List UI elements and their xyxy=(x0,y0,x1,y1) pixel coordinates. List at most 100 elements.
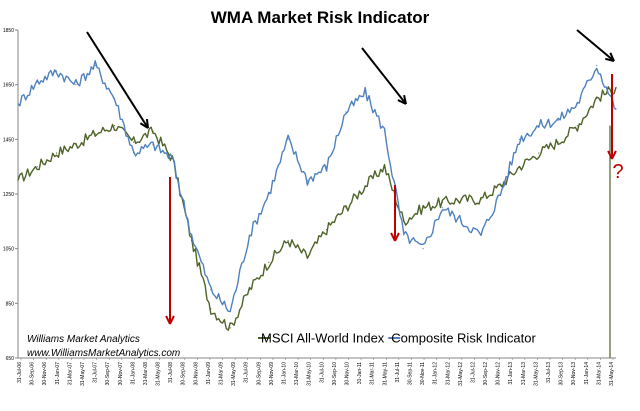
y-tick-label: 1450 xyxy=(3,137,14,143)
data-point xyxy=(480,234,482,236)
x-tick-label: 31-May-13 xyxy=(533,362,539,386)
x-tick-label: 30-Sep-06 xyxy=(30,362,36,386)
data-point xyxy=(441,201,443,203)
x-tick-label: 30-Nov-06 xyxy=(42,362,48,386)
data-point xyxy=(403,234,405,236)
data-point xyxy=(480,198,482,201)
watermark-url: www.WilliamsMarketAnalytics.com xyxy=(27,348,180,359)
question-mark: ? xyxy=(612,161,623,183)
data-point xyxy=(557,119,559,121)
data-point xyxy=(383,130,386,132)
x-tick-label: 31-May-07 xyxy=(80,362,86,386)
data-point xyxy=(422,207,424,209)
x-tick-label: 31-Jul-06 xyxy=(17,362,23,383)
x-tick-label: 30-Sep-12 xyxy=(483,362,489,386)
data-point xyxy=(56,70,58,72)
x-tick-label: 31-Jan-14 xyxy=(584,362,590,385)
x-tick-label: 31-Mar-08 xyxy=(143,362,149,385)
x-tick-label: 30-Nov-07 xyxy=(118,362,124,386)
data-point xyxy=(461,220,463,222)
trend-arrow-2011-head xyxy=(397,94,407,105)
x-tick-label: 30-Nov-10 xyxy=(344,362,350,386)
data-point xyxy=(538,152,540,154)
data-point xyxy=(191,239,193,242)
trend-arrow-2008 xyxy=(86,31,149,129)
data-point xyxy=(17,103,19,105)
data-point xyxy=(364,185,366,187)
x-tick-label: 31-Mar-13 xyxy=(521,362,527,385)
x-tick-label: 31-Jan-08 xyxy=(130,362,136,385)
x-tick-label: 31-Jul-13 xyxy=(546,362,552,383)
data-point xyxy=(152,130,154,132)
x-tick-label: 31-Mar-10 xyxy=(294,362,300,385)
data-point xyxy=(248,234,251,236)
data-point xyxy=(75,144,77,146)
data-point xyxy=(306,179,308,181)
chart-title: WMA Market Risk Indicator xyxy=(211,8,430,27)
data-point xyxy=(422,248,424,250)
data-point xyxy=(268,193,270,195)
x-tick-label: 31-Mar-14 xyxy=(596,362,602,385)
y-tick-label: 1050 xyxy=(3,247,14,253)
x-tick-label: 30-Nov-11 xyxy=(420,362,426,385)
data-point xyxy=(596,64,598,67)
x-tick-label: 31-Mar-07 xyxy=(67,362,73,385)
data-point xyxy=(229,310,231,313)
warning-arrow-2014-head xyxy=(607,150,617,160)
x-tick-label: 30-Sep-13 xyxy=(559,362,565,386)
data-point xyxy=(287,138,289,140)
x-tick-label: 30-Sep-08 xyxy=(181,362,187,386)
data-point xyxy=(345,111,347,113)
data-point xyxy=(576,103,579,105)
x-tick-label: 31-Jan-07 xyxy=(55,362,61,385)
plot-area: 650 850 1050 1250 1450 1650 1850 31-Jul-06 30-Se… xyxy=(3,28,617,386)
x-tick-label: 31-Mar-09 xyxy=(219,362,225,385)
x-tick-label: 31-Jan-11 xyxy=(357,362,363,384)
data-point xyxy=(576,125,579,127)
legend-label-msci: MSCI All-World Index xyxy=(261,331,385,346)
x-tick-label: 30-Sep-11 xyxy=(407,362,413,385)
legend: MSCI All-World Index Composite Risk Indic… xyxy=(258,331,536,346)
x-tick-label: 31-Jan-13 xyxy=(508,362,514,385)
data-point xyxy=(268,261,270,263)
data-point xyxy=(383,166,386,168)
trend-arrow-2008-head xyxy=(139,118,149,129)
data-point xyxy=(518,166,521,168)
data-point xyxy=(461,198,463,201)
data-point xyxy=(248,289,251,291)
data-point xyxy=(615,108,617,110)
warning-arrow-2011-head xyxy=(390,232,400,242)
data-point xyxy=(152,144,154,146)
data-point xyxy=(171,157,173,160)
data-point xyxy=(17,179,19,181)
data-point xyxy=(113,125,116,127)
data-point xyxy=(557,141,559,143)
data-point xyxy=(538,125,540,127)
data-point xyxy=(191,234,193,236)
data-point xyxy=(345,207,347,209)
y-tick-label: 1650 xyxy=(3,83,14,89)
x-tick-label: 30-Nov-13 xyxy=(571,362,577,386)
x-tick-label: 31-Mar-11 xyxy=(370,362,376,385)
x-tick-label: 31-May-14 xyxy=(609,362,615,386)
trend-arrow-2014 xyxy=(576,29,615,62)
y-tick-label: 1250 xyxy=(3,192,14,198)
data-point xyxy=(229,327,231,329)
x-tick-label: 31-Jul-12 xyxy=(470,362,476,383)
x-tick-label: 31-Jul-11 xyxy=(395,362,401,383)
data-point xyxy=(364,92,366,94)
x-tick-label: 30-Sep-07 xyxy=(105,362,111,386)
trend-arrow-2011 xyxy=(361,47,407,105)
data-point xyxy=(133,152,135,154)
y-tick-label: 650 xyxy=(6,356,15,362)
legend-label-risk: Composite Risk Indicator xyxy=(391,331,536,346)
data-point xyxy=(326,228,328,231)
x-tick-label: 30-Nov-08 xyxy=(193,362,199,386)
data-point xyxy=(287,239,289,242)
data-point xyxy=(113,97,116,99)
y-tick-label: 1850 xyxy=(3,28,14,34)
trend-arrow-2014-head xyxy=(605,52,615,62)
data-point xyxy=(210,289,212,291)
